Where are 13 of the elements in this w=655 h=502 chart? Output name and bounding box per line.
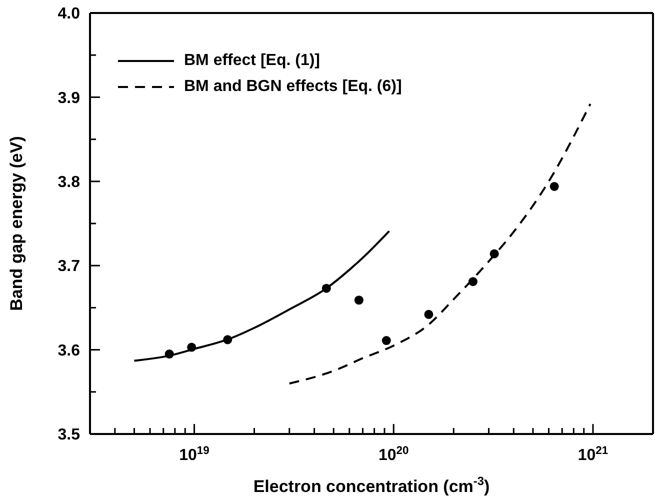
y-tick-label: 3.5 [58, 426, 80, 444]
y-tick-label: 4.0 [58, 6, 80, 23]
x-tick-label: 10$^{20}$ [378, 445, 409, 464]
y-tick-label: 3.8 [58, 174, 80, 191]
legend-label: BM effect [Eq. (1)] [184, 52, 320, 69]
y-tick-label: 3.6 [58, 342, 80, 360]
x-tick-label: 10$^{19}$ [179, 445, 210, 464]
x-axis-title: Electron concentration (cm$^{-3}$) [253, 474, 490, 496]
y-axis-title: Band gap energy (eV) [7, 136, 26, 311]
x-tick-label: 10$^{21}$ [578, 445, 608, 464]
legend-label: BM and BGN effects [Eq. (6)] [184, 78, 402, 95]
y-tick-label: 3.7 [58, 258, 80, 276]
y-tick-label: 3.9 [58, 90, 80, 107]
